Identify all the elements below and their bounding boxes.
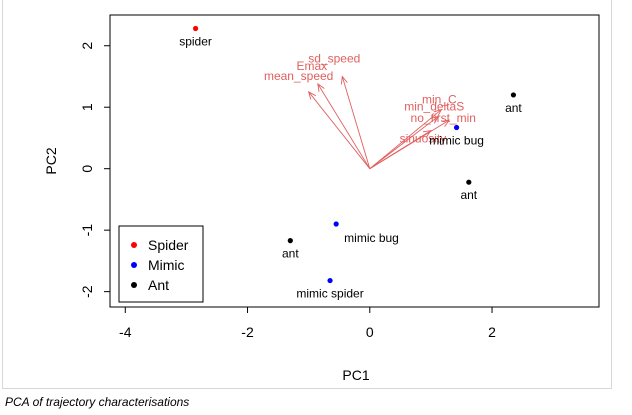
legend-marker-ant — [131, 282, 137, 288]
arrow-head-min_C — [433, 108, 443, 117]
point-ant — [287, 238, 293, 244]
point-ant — [510, 92, 517, 98]
arrow-head-Emax — [317, 82, 325, 92]
x-tick-label: 0 — [366, 324, 374, 340]
point-label: mimic bug — [429, 133, 484, 147]
loading-label-min_deltaS: min_deltaS — [404, 99, 464, 113]
loading-arrow-Emax — [317, 83, 371, 169]
point-label: ant — [505, 101, 522, 115]
legend-marker-mimic — [131, 262, 137, 268]
figure-caption: PCA of trajectory characterisations — [5, 395, 190, 409]
loading-label-mean_speed: mean_speed — [264, 69, 333, 83]
legend: Spider Mimic Ant — [118, 225, 204, 303]
loading-label-no_first_min: no_first_min — [411, 111, 476, 125]
y-tick-label: 1 — [79, 103, 95, 111]
point-mimic — [453, 124, 460, 131]
point-label: ant — [282, 247, 299, 261]
loading-label-sinuosity: sinuosity — [400, 132, 447, 146]
arrow-head-mean_speed — [307, 90, 316, 100]
point-label: mimic bug — [344, 231, 399, 245]
loading-arrow-sd_speed — [341, 76, 371, 169]
loading-arrow-sinuosity — [369, 130, 432, 170]
y-tick-label: -1 — [79, 224, 95, 237]
loading-label-min_C: min_C — [422, 93, 457, 107]
point-ant — [466, 179, 472, 185]
loading-arrow-mean_speed — [308, 91, 371, 169]
loading-arrow-min_C — [369, 109, 442, 170]
figure-frame: sd_speed Emax mean_speed min_C min_deltaS no_… — [2, 0, 612, 389]
y-axis: -2 -1 0 1 2 — [79, 42, 110, 298]
arrow-head-sinuosity — [422, 129, 432, 138]
x-axis-label: PC1 — [342, 367, 369, 383]
point-label: spider — [179, 35, 212, 49]
y-tick-label: -2 — [79, 285, 95, 298]
point-mimic — [327, 277, 333, 284]
point-mimic — [333, 221, 339, 227]
legend-label-mimic: Mimic — [148, 257, 185, 273]
y-tick-label: 0 — [79, 165, 95, 173]
point-label: ant — [460, 188, 477, 202]
y-tick-label: 2 — [79, 42, 95, 50]
arrow-head-no_first_min — [441, 119, 451, 127]
x-tick-label: 2 — [488, 324, 496, 340]
y-axis-label: PC2 — [43, 147, 59, 174]
point-spider — [192, 25, 199, 32]
plot-border — [109, 14, 600, 308]
legend-label-ant: Ant — [148, 277, 169, 293]
x-axis: -4 -2 0 2 — [119, 307, 496, 340]
legend-marker-spider — [131, 242, 137, 248]
legend-label-spider: Spider — [148, 237, 189, 253]
x-tick-label: -4 — [119, 324, 132, 340]
loading-arrow-min_deltaS — [369, 116, 439, 170]
arrow-head-sd_speed — [340, 75, 348, 85]
score-points: spider ant mimic bug ant mimic bug ant mimic s… — [179, 25, 522, 301]
x-tick-label: -2 — [241, 324, 254, 340]
point-label: mimic spider — [296, 287, 363, 301]
arrow-head-min_deltaS — [430, 115, 440, 124]
loading-label-sd_speed: sd_speed — [308, 51, 360, 65]
loading-label-Emax: Emax — [296, 59, 327, 73]
